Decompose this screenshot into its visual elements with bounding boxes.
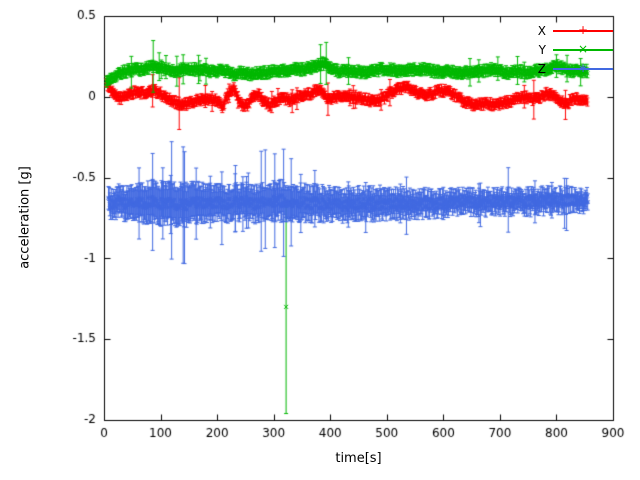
legend-label: Z [537, 61, 546, 76]
legend-sample-line: × [553, 41, 613, 57]
legend-label: X [537, 23, 546, 38]
legend-label: Y [538, 42, 546, 57]
legend-marker-icon: × [577, 41, 589, 56]
legend-sample-line: + [553, 22, 613, 38]
legend-line [553, 29, 613, 32]
x-axis-label: time[s] [335, 451, 382, 466]
legend-line [553, 67, 613, 70]
legend-item-z: Z ∗ [538, 59, 613, 78]
y-axis-label: acceleration [g] [17, 166, 33, 269]
legend-sample-line: ∗ [553, 60, 613, 76]
legend-marker-icon: + [577, 22, 589, 37]
legend-item-y: Y × [538, 40, 613, 59]
legend-line [553, 48, 613, 51]
legend-item-x: X + [538, 21, 613, 40]
legend: X + Y × Z ∗ [538, 21, 613, 78]
legend-marker-icon: ∗ [577, 60, 589, 75]
